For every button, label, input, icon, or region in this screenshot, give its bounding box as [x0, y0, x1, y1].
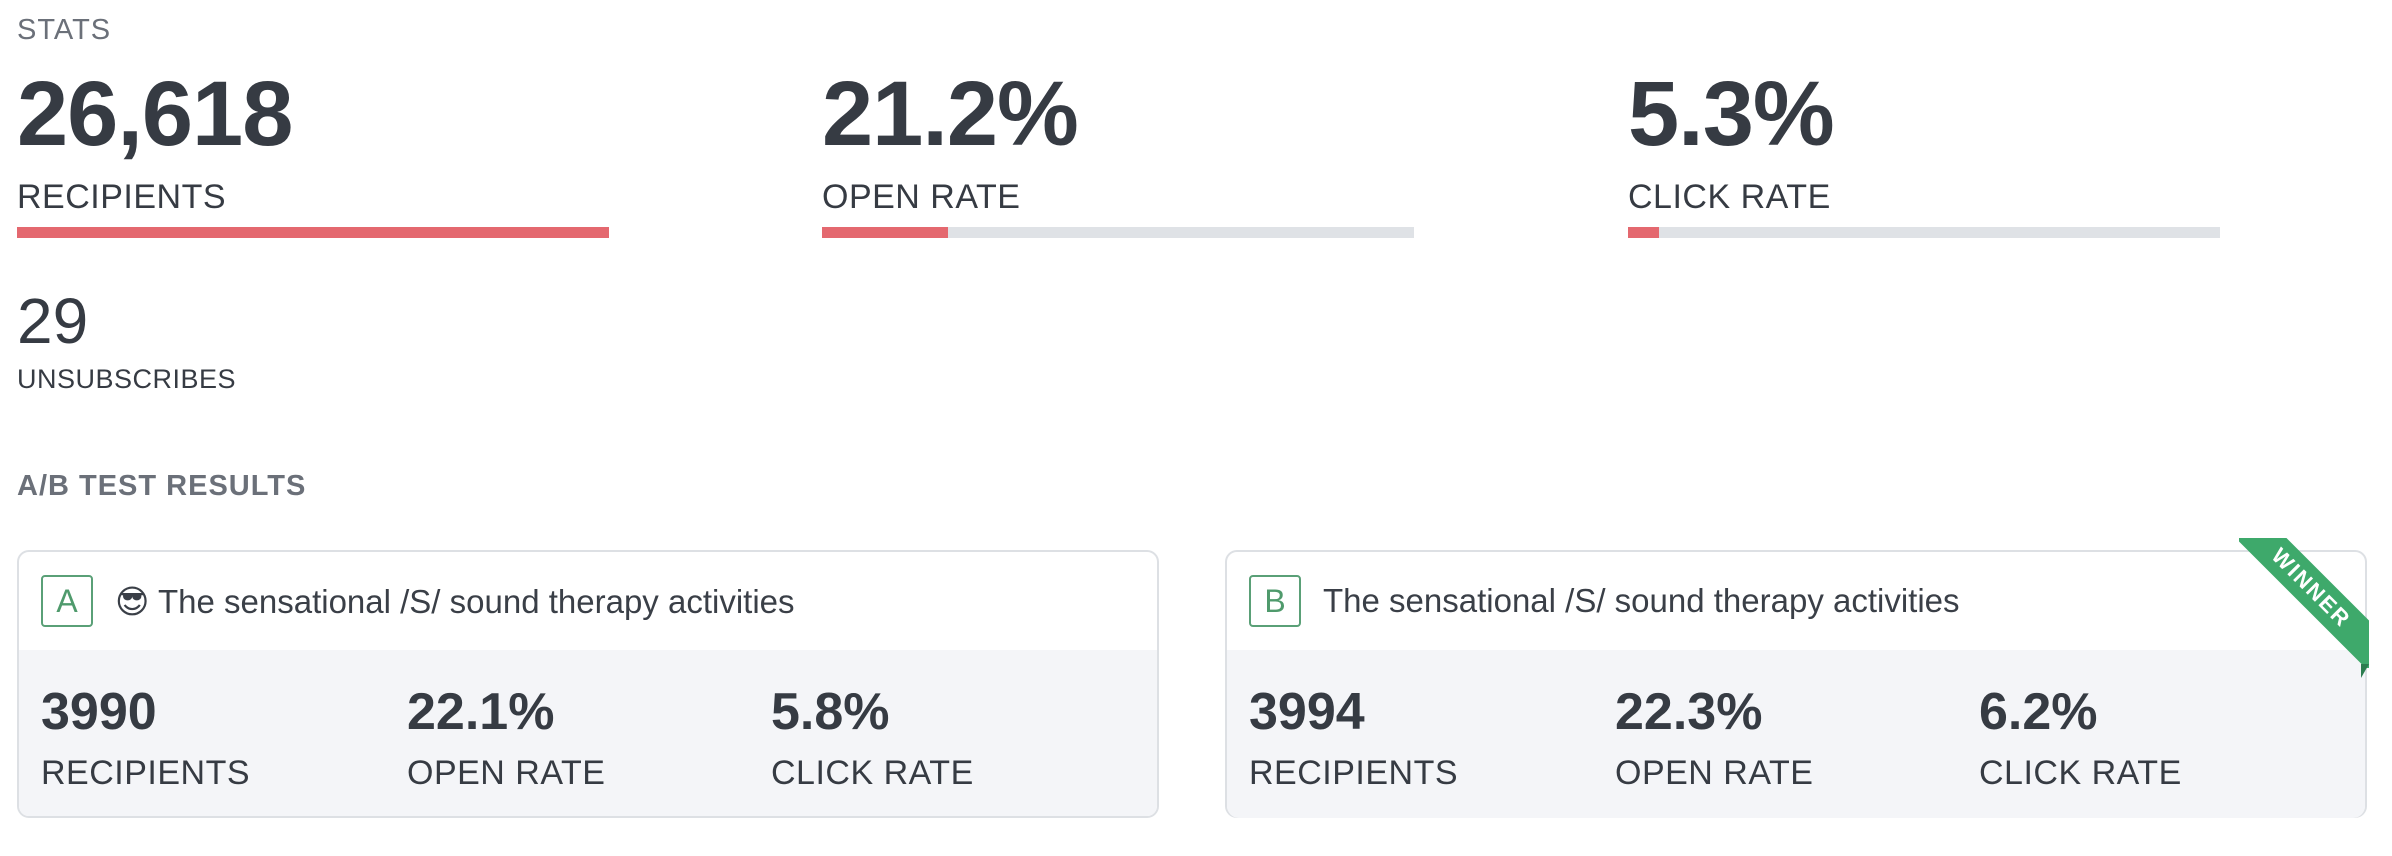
click-rate-value: 5.3%: [1628, 63, 1835, 165]
metric-value: 5.8%: [771, 683, 890, 741]
metric-label: CLICK RATE: [771, 754, 974, 792]
metric-value: 3994: [1249, 683, 1365, 741]
variant-b-card[interactable]: B The sensational /S/ sound therapy acti…: [1225, 538, 2369, 818]
recipients-progress-bar: [17, 227, 609, 238]
metric-value: 3990: [41, 683, 157, 741]
ab-test-heading: A/B TEST RESULTS: [17, 470, 307, 502]
winner-ribbon-fold: [2361, 664, 2369, 678]
metric-label: RECIPIENTS: [1249, 754, 1459, 792]
metric-label: RECIPIENTS: [41, 754, 251, 792]
unsubscribes-value: 29: [17, 285, 89, 357]
variant-b-click-rate: 6.2% CLICK RATE: [1979, 682, 2182, 793]
variant-a-recipients: 3990 RECIPIENTS: [41, 682, 250, 793]
variant-a-badge: A: [41, 575, 93, 627]
open-rate-label: OPEN RATE: [822, 178, 1021, 216]
variant-b-header: B The sensational /S/ sound therapy acti…: [1227, 552, 2365, 650]
metric-value: 22.3%: [1615, 683, 1763, 741]
variant-b-metrics: 3994 RECIPIENTS 22.3% OPEN RATE 6.2% CLI…: [1227, 650, 2365, 818]
recipients-value: 26,618: [17, 63, 293, 165]
unsubscribes-label: UNSUBSCRIBES: [17, 364, 237, 394]
metric-value: 22.1%: [407, 683, 555, 741]
open-rate-progress-bar: [822, 227, 1414, 238]
metric-value: 6.2%: [1979, 683, 2098, 741]
winner-ribbon-label: WINNER: [2239, 538, 2369, 668]
variant-b-subject: The sensational /S/ sound therapy activi…: [1323, 582, 1960, 619]
stats-heading: STATS: [17, 14, 112, 46]
recipients-label: RECIPIENTS: [17, 178, 227, 216]
variant-b-recipients: 3994 RECIPIENTS: [1249, 682, 1458, 793]
variant-a-header: A 😎 The sensational /S/ sound therapy ac…: [19, 552, 1157, 650]
variant-b-open-rate: 22.3% OPEN RATE: [1615, 682, 1813, 793]
variant-a-click-rate: 5.8% CLICK RATE: [771, 682, 974, 793]
variant-a-subject: 😎 The sensational /S/ sound therapy acti…: [115, 582, 795, 620]
metric-label: OPEN RATE: [1615, 754, 1814, 792]
metric-label: OPEN RATE: [407, 754, 606, 792]
open-rate-value: 21.2%: [822, 63, 1079, 165]
stat-open-rate: 21.2% OPEN RATE: [822, 62, 1414, 238]
winner-ribbon: WINNER: [2239, 538, 2369, 668]
variant-a-card[interactable]: A 😎 The sensational /S/ sound therapy ac…: [17, 550, 1159, 818]
stat-click-rate: 5.3% CLICK RATE: [1628, 62, 2220, 238]
variant-a-open-rate: 22.1% OPEN RATE: [407, 682, 605, 793]
variant-b-badge: B: [1249, 575, 1301, 627]
open-rate-progress-fill: [822, 227, 948, 238]
metric-label: CLICK RATE: [1979, 754, 2182, 792]
click-rate-progress-fill: [1628, 227, 1660, 238]
click-rate-label: CLICK RATE: [1628, 178, 1831, 216]
click-rate-progress-bar: [1628, 227, 2220, 238]
stat-recipients: 26,618 RECIPIENTS: [17, 62, 609, 238]
stat-unsubscribes: 29 UNSUBSCRIBES: [17, 286, 236, 395]
variant-a-metrics: 3990 RECIPIENTS 22.1% OPEN RATE 5.8% CLI…: [19, 650, 1157, 816]
recipients-progress-fill: [17, 227, 609, 238]
